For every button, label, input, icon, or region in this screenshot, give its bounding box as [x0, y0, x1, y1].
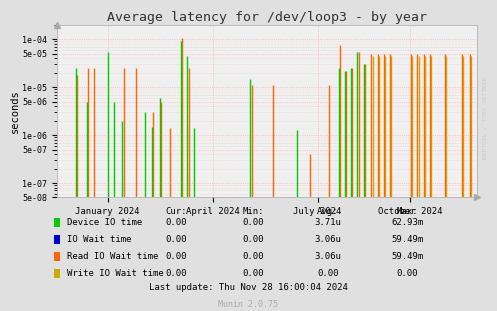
Text: 0.00: 0.00 — [243, 235, 264, 244]
Text: 62.93m: 62.93m — [392, 218, 423, 227]
Text: 0.00: 0.00 — [243, 269, 264, 278]
Text: 0.00: 0.00 — [243, 252, 264, 261]
Text: 59.49m: 59.49m — [392, 252, 423, 261]
Title: Average latency for /dev/loop3 - by year: Average latency for /dev/loop3 - by year — [107, 11, 427, 24]
Text: 0.00: 0.00 — [166, 235, 187, 244]
Text: 0.00: 0.00 — [166, 269, 187, 278]
Text: Cur:: Cur: — [166, 207, 187, 216]
Text: Max:: Max: — [397, 207, 418, 216]
Text: 0.00: 0.00 — [166, 218, 187, 227]
Y-axis label: seconds: seconds — [9, 89, 20, 133]
Text: 0.00: 0.00 — [397, 269, 418, 278]
Text: IO Wait time: IO Wait time — [67, 235, 132, 244]
Text: RRDTOOL / TOBI OETIKER: RRDTOOL / TOBI OETIKER — [482, 77, 487, 160]
Text: 0.00: 0.00 — [243, 218, 264, 227]
Text: Avg:: Avg: — [317, 207, 339, 216]
Text: Last update: Thu Nov 28 16:00:04 2024: Last update: Thu Nov 28 16:00:04 2024 — [149, 283, 348, 292]
Text: Device IO time: Device IO time — [67, 218, 142, 227]
Text: 3.06u: 3.06u — [315, 252, 341, 261]
Text: Read IO Wait time: Read IO Wait time — [67, 252, 159, 261]
Text: 0.00: 0.00 — [317, 269, 339, 278]
Text: 3.71u: 3.71u — [315, 218, 341, 227]
Text: 0.00: 0.00 — [166, 252, 187, 261]
Text: Munin 2.0.75: Munin 2.0.75 — [219, 300, 278, 309]
Text: 59.49m: 59.49m — [392, 235, 423, 244]
Text: Min:: Min: — [243, 207, 264, 216]
Text: Write IO Wait time: Write IO Wait time — [67, 269, 164, 278]
Text: 3.06u: 3.06u — [315, 235, 341, 244]
